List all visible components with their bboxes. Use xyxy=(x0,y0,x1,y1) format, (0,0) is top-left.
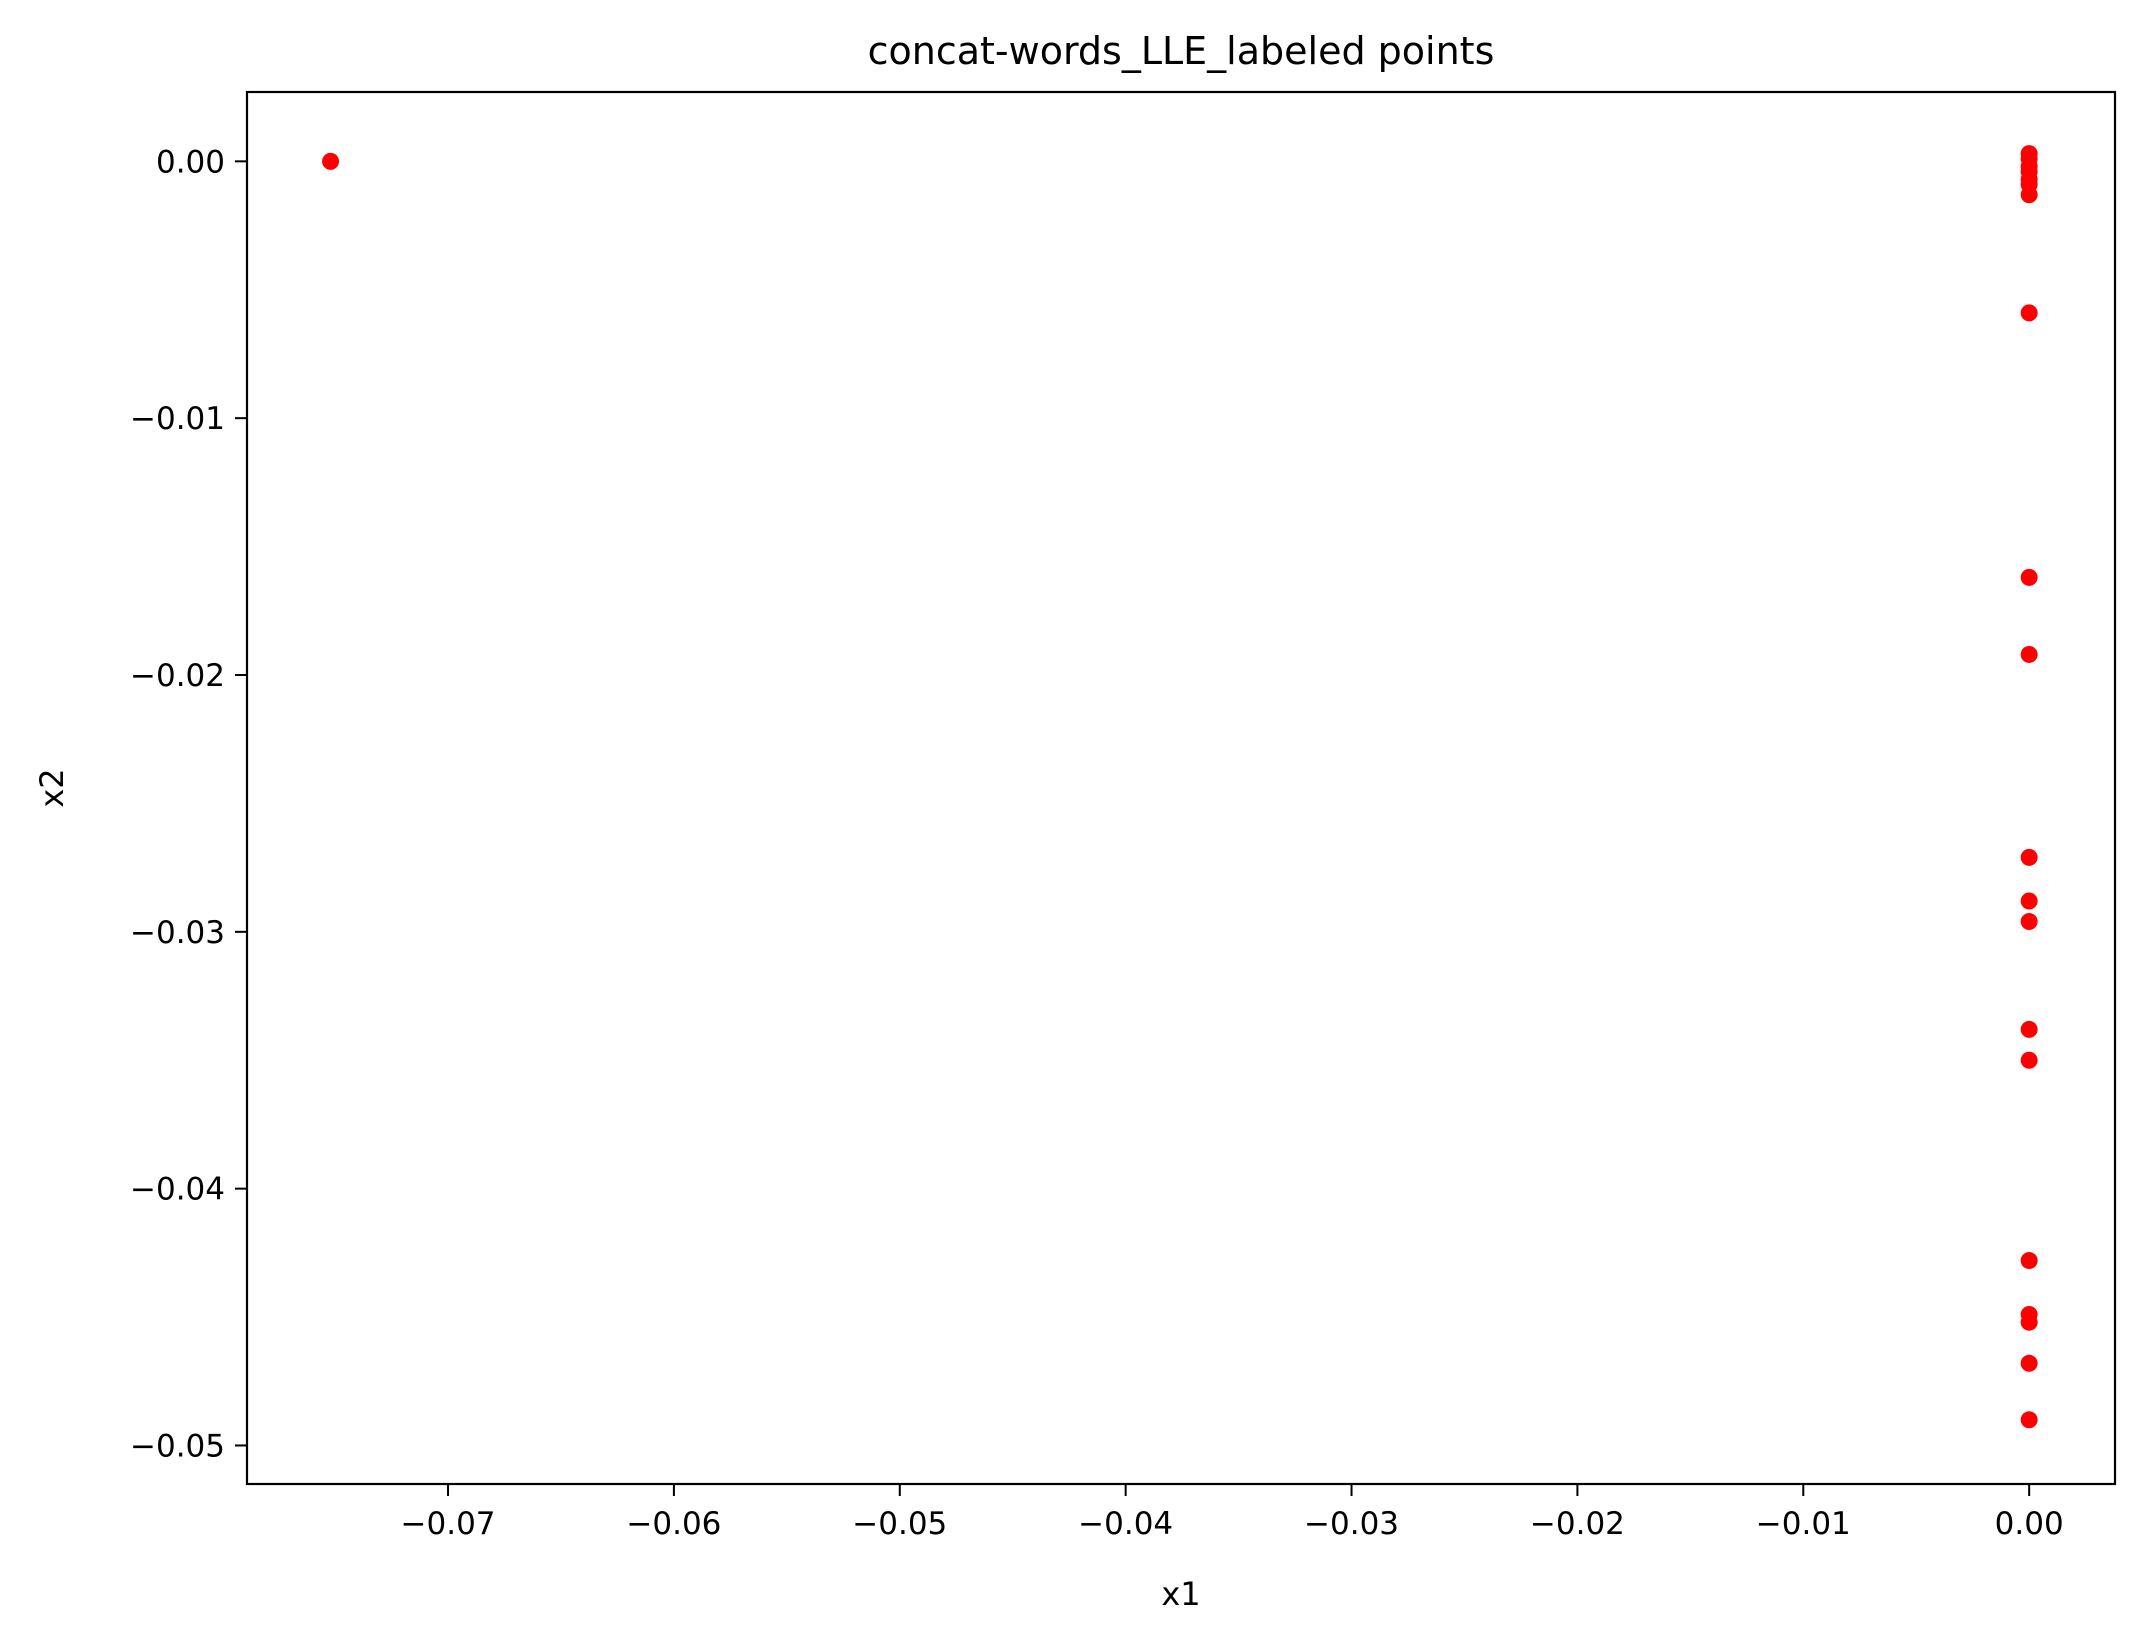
x-tick-label: −0.07 xyxy=(401,1506,496,1542)
y-tick-label: −0.01 xyxy=(130,401,225,437)
x-axis-label: x1 xyxy=(1161,1575,1200,1613)
y-tick-label: −0.05 xyxy=(130,1428,225,1464)
x-tick-label: −0.02 xyxy=(1530,1506,1625,1542)
x-axis: −0.07 −0.06 −0.05 −0.04 −0.03 −0.02 −0.01 0.00 xyxy=(401,1484,2064,1542)
x-tick-label: 0.00 xyxy=(1995,1506,2064,1542)
data-point xyxy=(2020,1252,2038,1270)
data-point xyxy=(2020,1313,2038,1331)
data-point xyxy=(2020,1411,2038,1429)
data-point xyxy=(2020,645,2038,663)
y-tick-label: −0.04 xyxy=(130,1172,225,1208)
data-point xyxy=(2020,1051,2038,1069)
y-tick-label: −0.02 xyxy=(130,658,225,694)
data-point xyxy=(2020,1354,2038,1372)
data-point xyxy=(2020,568,2038,586)
data-points xyxy=(322,145,2038,1429)
x-tick-label: −0.04 xyxy=(1078,1506,1173,1542)
y-tick-label: 0.00 xyxy=(156,144,225,180)
data-point xyxy=(2020,913,2038,931)
plot-frame xyxy=(245,90,2117,1486)
x-tick-label: −0.06 xyxy=(626,1506,721,1542)
data-point xyxy=(2020,1020,2038,1038)
data-point xyxy=(2020,304,2038,322)
x-tick-label: −0.01 xyxy=(1756,1506,1851,1542)
x-tick-label: −0.05 xyxy=(852,1506,947,1542)
data-point xyxy=(2020,186,2038,204)
y-axis-label: x2 xyxy=(33,768,71,807)
data-point xyxy=(2020,892,2038,910)
y-tick-label: −0.03 xyxy=(130,915,225,951)
x-tick-label: −0.03 xyxy=(1304,1506,1399,1542)
data-point xyxy=(2020,848,2038,866)
y-axis: 0.00 −0.01 −0.02 −0.03 −0.04 −0.05 xyxy=(130,144,247,1464)
chart-title: concat-words_LLE_labeled points xyxy=(868,29,1495,73)
data-point xyxy=(322,152,340,170)
